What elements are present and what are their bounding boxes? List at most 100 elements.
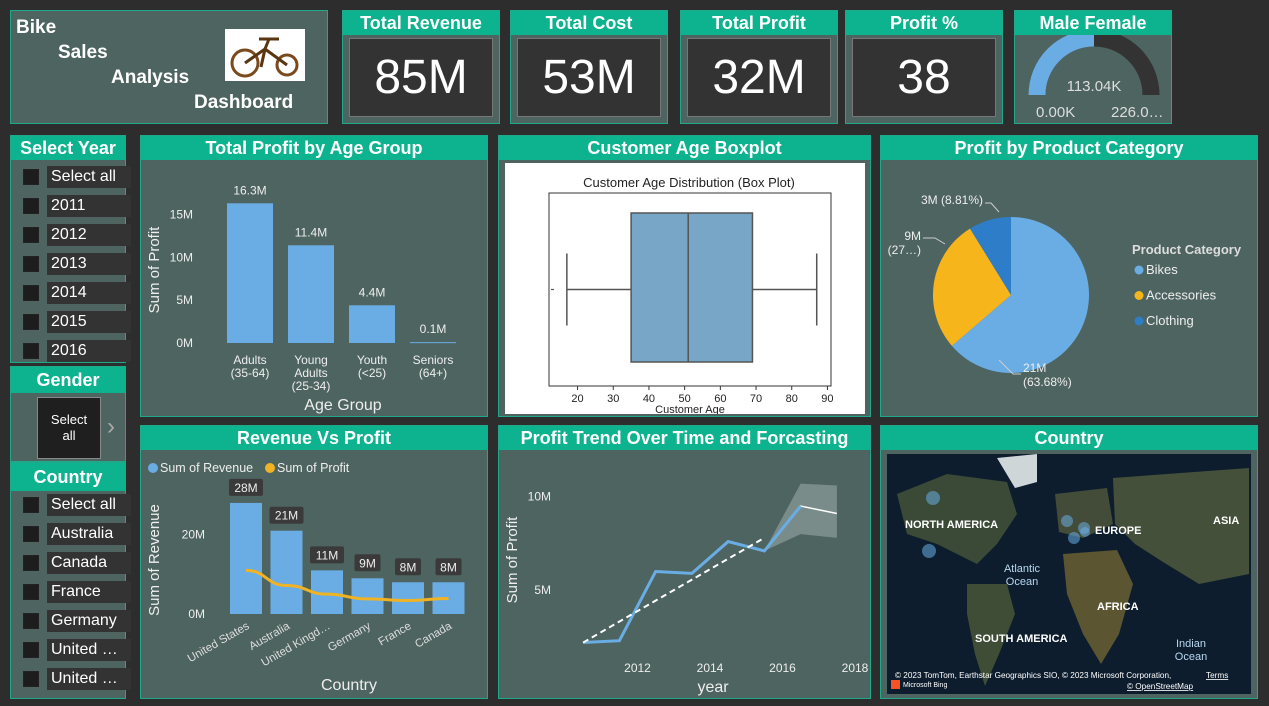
year-slicer-item-label: Select all [47, 166, 131, 188]
country-slicer-item[interactable]: Select all [23, 494, 131, 516]
year-slicer-item[interactable]: 2013 [23, 253, 131, 275]
checkbox[interactable] [23, 642, 39, 658]
year-slicer-item[interactable]: 2014 [23, 282, 131, 304]
country-slicer-item[interactable]: Germany [23, 610, 131, 632]
title-word-3: Analysis [111, 67, 190, 88]
checkbox[interactable] [23, 285, 39, 301]
map-osm-link[interactable]: © OpenStreetMap [1127, 682, 1194, 691]
x-tick-label: 60 [714, 393, 726, 405]
x-tick-label: 2018 [842, 661, 869, 675]
year-slicer-item[interactable]: 2016 [23, 340, 131, 362]
bicycle-logo [225, 29, 305, 81]
revenue-bar [230, 502, 262, 614]
y-tick-label: 10M [528, 490, 551, 504]
checkbox[interactable] [23, 198, 39, 214]
kpi-label: Total Profit [681, 11, 837, 35]
map-bubble-france [1068, 532, 1080, 544]
legend-marker [1134, 291, 1144, 300]
map-terms-link[interactable]: Terms [1206, 671, 1228, 680]
panel-title: Total Profit by Age Group [141, 136, 487, 160]
panel-title: Customer Age Boxplot [499, 136, 870, 160]
map-label-indian-ocean: Indian Ocean [1175, 638, 1207, 663]
south-america-land [967, 584, 1015, 686]
age-bar [349, 305, 395, 343]
x-tick-label: (35-64) [231, 366, 270, 380]
x-axis-label: Customer Age [655, 404, 725, 414]
x-tick-label: France [376, 620, 413, 648]
x-tick-label: 70 [750, 393, 762, 405]
checkbox[interactable] [23, 227, 39, 243]
africa-land [1063, 550, 1133, 664]
data-label-bg [395, 558, 421, 576]
data-label-bg [229, 478, 263, 496]
checkbox[interactable] [23, 671, 39, 687]
world-map[interactable]: NORTH AMERICA EUROPE ASIA Atlantic Ocean … [887, 454, 1251, 694]
x-tick-label: Germany [326, 620, 373, 654]
x-tick-label: Youth [357, 353, 387, 367]
country-slicer-item-label: United … [47, 668, 131, 690]
revenue-bar [270, 530, 303, 614]
year-slicer-item[interactable]: 2012 [23, 224, 131, 246]
iqr-box [630, 212, 754, 363]
x-tick-label: 2012 [624, 661, 651, 675]
x-tick-label: 80 [786, 393, 798, 405]
year-slicer-item-label: 2015 [47, 311, 131, 333]
gender-button-line1: Select [50, 412, 88, 427]
country-slicer-item[interactable]: United … [23, 639, 131, 661]
x-tick-label: (25-34) [292, 379, 331, 393]
checkbox[interactable] [23, 613, 39, 629]
checkbox[interactable] [23, 314, 39, 330]
title-word-2: Sales [58, 42, 108, 63]
legend-label: Sum of Revenue [160, 461, 253, 475]
checkbox[interactable] [23, 169, 39, 185]
bar-data-label: 9M [359, 556, 376, 570]
box-plot-title: Customer Age Distribution (Box Plot) [583, 175, 795, 190]
map-bubble-canada [926, 491, 940, 505]
title-word-1: Bike [16, 17, 57, 38]
country-slicer-item[interactable]: Canada [23, 552, 131, 574]
x-tick-label: (64+) [419, 366, 447, 380]
x-tick-label: Young [294, 353, 328, 367]
age-box-plot: Customer Age Distribution (Box Plot) 20 30… [505, 163, 865, 414]
age-bar [410, 342, 456, 344]
gender-gauge-panel: Male Female 113.04K 0.00K 226.0… [1014, 10, 1172, 124]
checkbox[interactable] [23, 526, 39, 542]
gauge-value: 113.04K [1067, 78, 1122, 95]
pie-data-label: 21M [1023, 361, 1046, 375]
year-slicer-item[interactable]: 2015 [23, 311, 131, 333]
pie-data-label: (27…) [888, 243, 921, 257]
map-bubble-united-kingdom [1061, 515, 1073, 527]
kpi-profit-percent: Profit % 38 [845, 10, 1003, 124]
country-slicer-item[interactable]: France [23, 581, 131, 603]
bar-data-label: 4.4M [359, 285, 386, 299]
year-slicer-item[interactable]: Select all [23, 166, 131, 188]
country-slicer-item-label: Australia [47, 523, 131, 545]
legend-label: Bikes [1146, 262, 1178, 277]
data-label-bg [269, 506, 304, 524]
country-slicer-item[interactable]: United … [23, 668, 131, 690]
map-label-africa: AFRICA [1097, 601, 1139, 613]
profit-by-age-panel: Total Profit by Age Group 0M 5M 10M 15M Sum … [140, 135, 488, 417]
checkbox[interactable] [23, 497, 39, 513]
map-bubble-united-states [922, 544, 936, 558]
leader-line [985, 202, 1000, 213]
y-axis-label: Sum of Revenue [146, 504, 163, 616]
legend-label: Clothing [1146, 313, 1194, 328]
year-slicer-item[interactable]: 2011 [23, 195, 131, 217]
age-boxplot-panel: Customer Age Boxplot Customer Age Distri… [498, 135, 871, 417]
checkbox[interactable] [23, 584, 39, 600]
age-bar [288, 245, 334, 343]
country-slicer-item[interactable]: Australia [23, 523, 131, 545]
gender-slicer: Gender Select all › [10, 366, 126, 462]
x-tick-label: United Kingd… [260, 620, 333, 669]
checkbox[interactable] [23, 256, 39, 272]
leader-line [998, 359, 1021, 375]
checkbox[interactable] [23, 343, 39, 359]
gender-select-all-button[interactable]: Select all [37, 397, 101, 459]
map-copyright: © 2023 TomTom, Earthstar Geographics SIO… [895, 671, 1171, 680]
checkbox[interactable] [23, 555, 39, 571]
x-tick-label: 40 [643, 393, 655, 405]
map-bing-label: Microsoft Bing [903, 682, 947, 689]
chevron-right-icon[interactable]: › [107, 413, 115, 440]
x-tick-label: 2014 [697, 661, 724, 675]
